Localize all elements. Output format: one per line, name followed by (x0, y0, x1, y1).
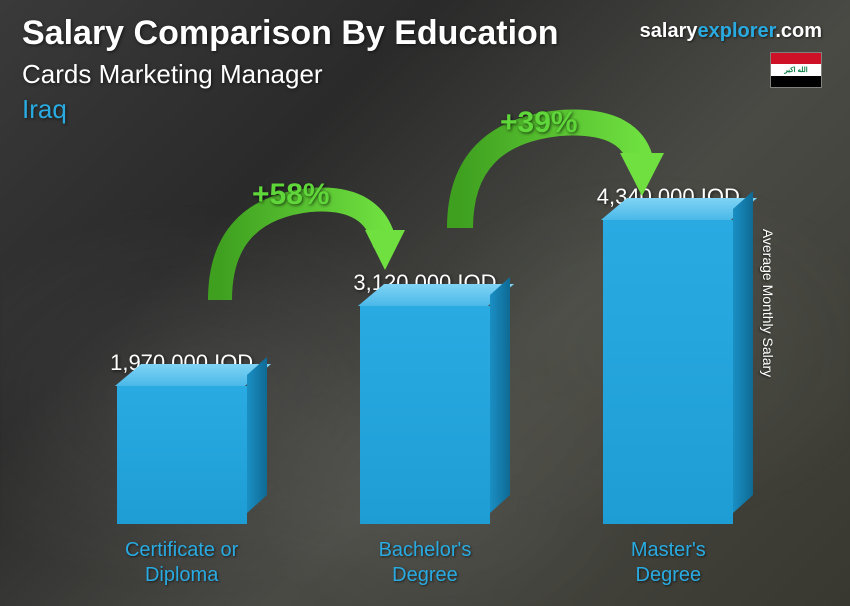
bar-label: Master'sDegree (631, 538, 706, 588)
bar-label: Bachelor'sDegree (379, 538, 472, 588)
bar-label: Certificate orDiploma (125, 538, 238, 588)
brand-part2: explorer (697, 20, 775, 42)
bar-group: 3,120,000 IQD Bachelor'sDegree (335, 270, 515, 588)
iraq-flag-icon: الله اكبر (770, 52, 822, 88)
brand-logo: salaryexplorer.com (640, 20, 822, 43)
bar-group: 4,340,000 IQD Master'sDegree (578, 184, 758, 588)
bar-3d (603, 220, 733, 524)
percent-increase-2: +39% (500, 106, 578, 140)
percent-increase-1: +58% (252, 178, 330, 212)
bar-3d (117, 386, 247, 524)
brand-part1: salary (640, 20, 698, 42)
bar-chart: 1,970,000 IQD Certificate orDiploma 3,12… (60, 148, 790, 588)
country-label: Iraq (22, 94, 828, 125)
brand-part3: .com (775, 20, 822, 42)
bar-3d (360, 306, 490, 524)
job-title: Cards Marketing Manager (22, 59, 828, 90)
bar-group: 1,970,000 IQD Certificate orDiploma (92, 350, 272, 588)
